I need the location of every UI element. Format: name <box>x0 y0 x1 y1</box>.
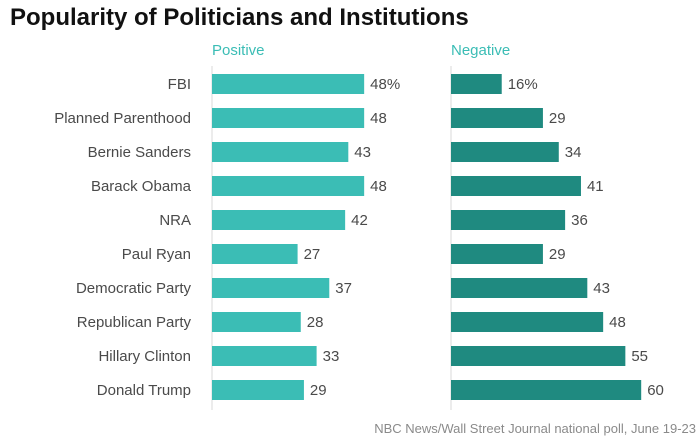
category-label-planned-parenthood: Planned Parenthood <box>54 110 191 127</box>
value-label-positive-fbi: 48% <box>370 76 400 93</box>
bar-positive-barack-obama <box>212 176 365 196</box>
value-label-positive-democratic-party: 37 <box>335 280 352 297</box>
value-label-positive-planned-parenthood: 48 <box>370 110 387 127</box>
value-label-negative-republican-party: 48 <box>609 314 626 331</box>
bar-positive-republican-party <box>212 312 301 332</box>
bar-positive-nra <box>212 210 346 230</box>
value-label-negative-barack-obama: 41 <box>587 178 604 195</box>
bar-positive-democratic-party <box>212 278 330 298</box>
bar-negative-republican-party <box>451 312 604 332</box>
bar-negative-bernie-sanders <box>451 142 559 162</box>
bar-negative-paul-ryan <box>451 244 543 264</box>
source-note: NBC News/Wall Street Journal national po… <box>374 421 696 436</box>
negative-heading: Negative <box>451 42 511 59</box>
category-label-democratic-party: Democratic Party <box>76 280 192 297</box>
bar-negative-planned-parenthood <box>451 108 543 128</box>
positive-heading: Positive <box>212 42 265 59</box>
value-label-negative-planned-parenthood: 29 <box>549 110 566 127</box>
value-label-negative-hillary-clinton: 55 <box>631 348 648 365</box>
bar-positive-hillary-clinton <box>212 346 317 366</box>
value-label-negative-bernie-sanders: 34 <box>565 144 582 161</box>
category-label-donald-trump: Donald Trump <box>97 382 191 399</box>
value-label-negative-donald-trump: 60 <box>647 382 664 399</box>
category-label-hillary-clinton: Hillary Clinton <box>98 348 191 365</box>
bar-positive-fbi <box>212 74 365 94</box>
category-label-barack-obama: Barack Obama <box>91 178 192 195</box>
category-label-nra: NRA <box>159 212 191 229</box>
value-label-negative-paul-ryan: 29 <box>549 246 566 263</box>
value-label-negative-fbi: 16% <box>508 76 538 93</box>
bar-negative-donald-trump <box>451 380 642 400</box>
bar-negative-democratic-party <box>451 278 588 298</box>
value-label-negative-democratic-party: 43 <box>593 280 610 297</box>
value-label-positive-donald-trump: 29 <box>310 382 327 399</box>
value-label-positive-paul-ryan: 27 <box>304 246 321 263</box>
category-label-fbi: FBI <box>168 76 191 93</box>
bar-negative-hillary-clinton <box>451 346 626 366</box>
value-label-negative-nra: 36 <box>571 212 588 229</box>
bar-negative-fbi <box>451 74 502 94</box>
bar-negative-nra <box>451 210 566 230</box>
value-label-positive-barack-obama: 48 <box>370 178 387 195</box>
bar-negative-barack-obama <box>451 176 581 196</box>
bar-positive-bernie-sanders <box>212 142 349 162</box>
bar-positive-paul-ryan <box>212 244 298 264</box>
value-label-positive-republican-party: 28 <box>307 314 324 331</box>
value-label-positive-nra: 42 <box>351 212 368 229</box>
value-label-positive-hillary-clinton: 33 <box>323 348 340 365</box>
bar-positive-donald-trump <box>212 380 304 400</box>
category-label-bernie-sanders: Bernie Sanders <box>88 144 191 161</box>
category-label-paul-ryan: Paul Ryan <box>122 246 191 263</box>
value-label-positive-bernie-sanders: 43 <box>354 144 371 161</box>
category-label-republican-party: Republican Party <box>77 314 192 331</box>
bar-positive-planned-parenthood <box>212 108 365 128</box>
chart-title: Popularity of Politicians and Institutio… <box>10 4 469 31</box>
